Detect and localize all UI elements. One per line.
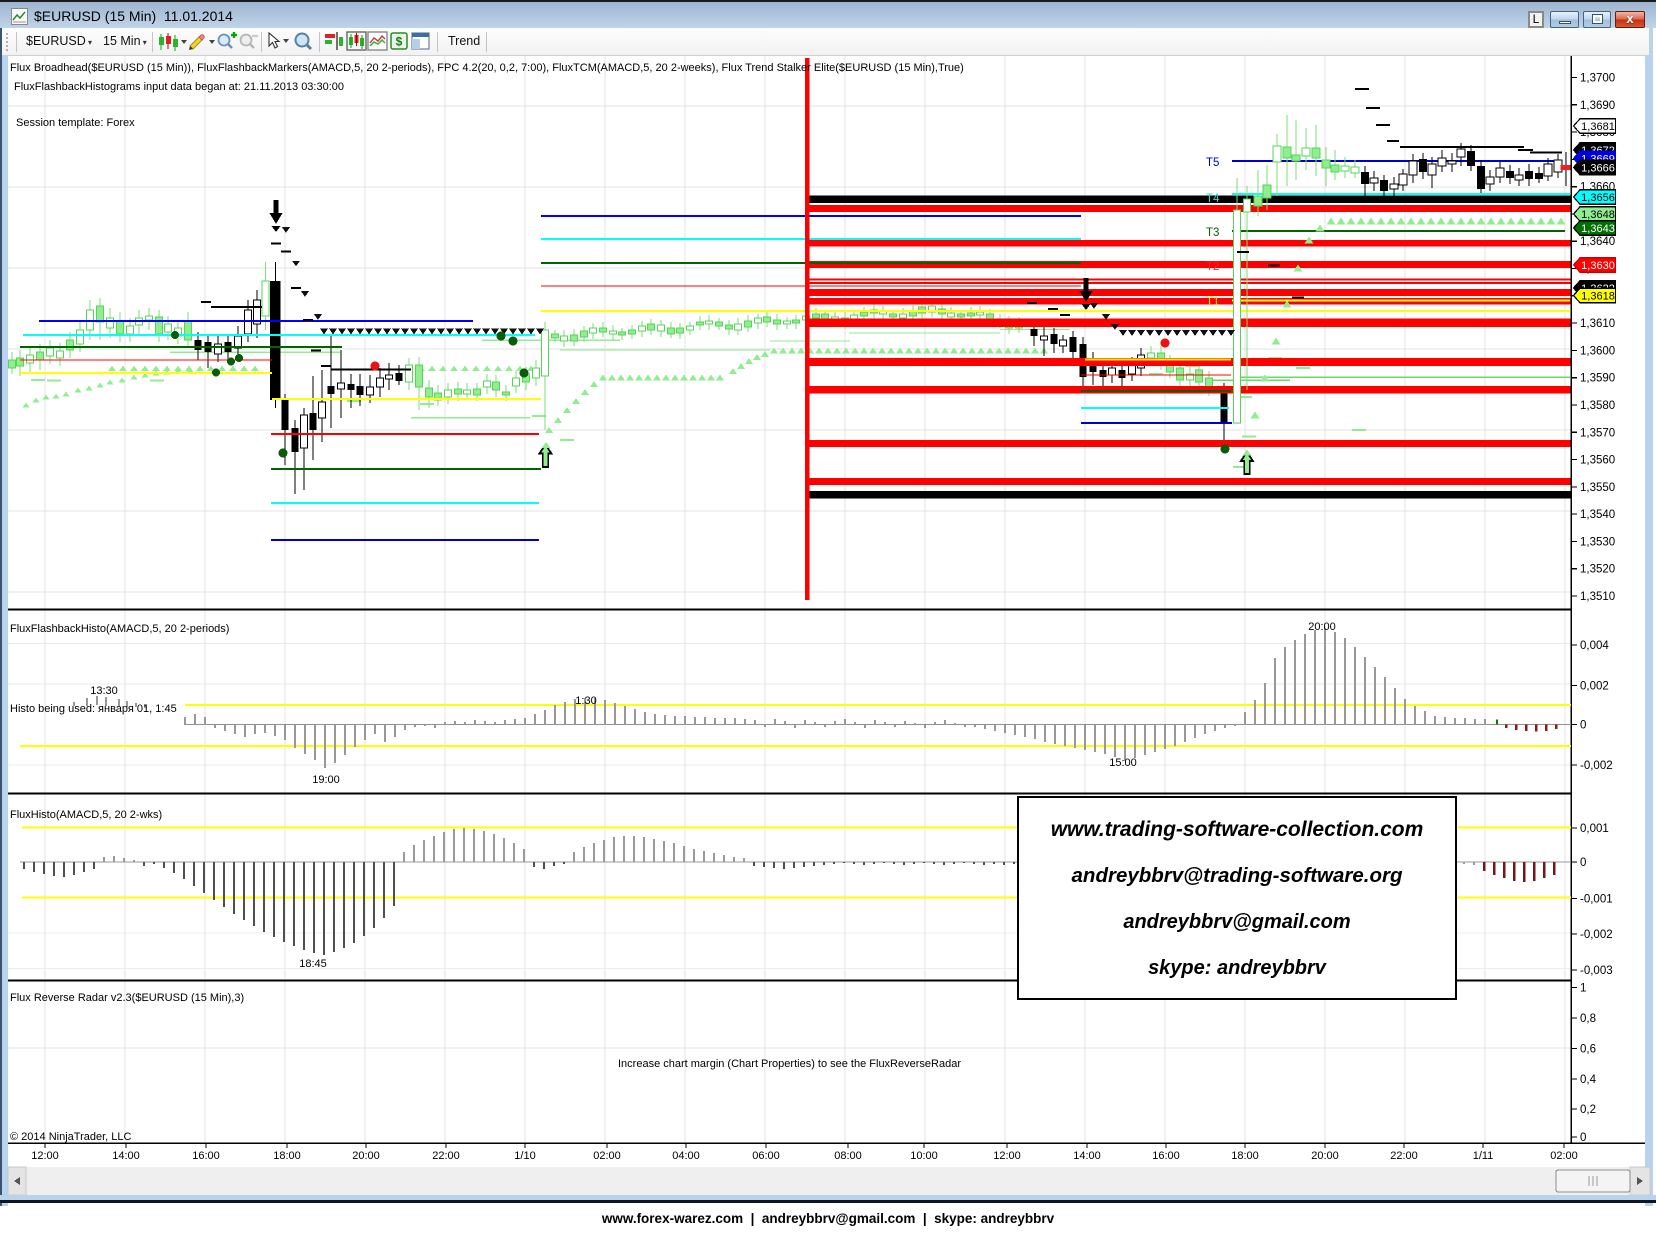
svg-text:1,3600: 1,3600 [1580, 345, 1615, 357]
svg-text:15:00: 15:00 [1109, 757, 1137, 769]
svg-text:www.trading-software-collectio: www.trading-software-collection.com [1051, 818, 1424, 841]
svg-text:0,004: 0,004 [1580, 640, 1609, 652]
svg-text:1,3618: 1,3618 [1581, 291, 1615, 303]
svg-text:13:30: 13:30 [90, 685, 118, 697]
svg-text:Histo being used: января 01, 1: Histo being used: января 01, 1:45 [10, 703, 177, 715]
svg-text:04:00: 04:00 [672, 1150, 700, 1162]
svg-text:Session template: Forex: Session template: Forex [16, 117, 135, 129]
svg-text:1,3656: 1,3656 [1581, 192, 1615, 204]
svg-text:10:00: 10:00 [910, 1150, 938, 1162]
svg-text:12:00: 12:00 [993, 1150, 1021, 1162]
svg-text:Flux Reverse Radar v2.3($EURUS: Flux Reverse Radar v2.3($EURUSD (15 Min)… [10, 992, 244, 1004]
svg-text:T2: T2 [1206, 261, 1219, 273]
svg-text:T4: T4 [1206, 193, 1220, 205]
svg-text:1,3560: 1,3560 [1580, 455, 1615, 467]
svg-text:1: 1 [1580, 983, 1586, 995]
svg-text:14:00: 14:00 [1073, 1150, 1101, 1162]
svg-text:16:00: 16:00 [192, 1150, 220, 1162]
svg-text:1,3648: 1,3648 [1581, 209, 1615, 221]
svg-text:1,3530: 1,3530 [1580, 536, 1615, 548]
svg-text:06:00: 06:00 [752, 1150, 780, 1162]
svg-text:-0,002: -0,002 [1580, 929, 1613, 941]
svg-text:1/10: 1/10 [514, 1150, 535, 1162]
svg-text:0,2: 0,2 [1580, 1104, 1596, 1116]
svg-text:-0,003: -0,003 [1580, 965, 1613, 977]
svg-text:T3: T3 [1206, 227, 1219, 239]
svg-text:andreybbrv@trading-software.or: andreybbrv@trading-software.org [1072, 864, 1403, 887]
svg-text:1:30: 1:30 [575, 695, 596, 707]
svg-text:1,3590: 1,3590 [1580, 373, 1615, 385]
svg-text:Flux Broadhead($EURUSD (15 Min: Flux Broadhead($EURUSD (15 Min)), FluxFl… [10, 62, 964, 74]
svg-text:0,6: 0,6 [1580, 1044, 1596, 1056]
svg-text:1,3520: 1,3520 [1580, 564, 1615, 576]
svg-text:T1: T1 [1206, 296, 1219, 308]
svg-text:1/11: 1/11 [1473, 1150, 1494, 1162]
svg-text:andreybbrv@gmail.com: andreybbrv@gmail.com [1123, 911, 1350, 933]
svg-text:14:00: 14:00 [112, 1150, 140, 1162]
svg-text:1,3630: 1,3630 [1581, 260, 1615, 272]
svg-text:1,3643: 1,3643 [1581, 223, 1615, 235]
svg-text:18:45: 18:45 [299, 958, 327, 970]
svg-text:0: 0 [1580, 1132, 1586, 1144]
svg-text:08:00: 08:00 [834, 1150, 862, 1162]
svg-text:Increase chart margin (Chart P: Increase chart margin (Chart Properties)… [618, 1058, 961, 1070]
svg-text:18:00: 18:00 [273, 1150, 301, 1162]
svg-text:0,8: 0,8 [1580, 1013, 1596, 1025]
svg-text:0: 0 [1580, 857, 1586, 869]
svg-text:22:00: 22:00 [432, 1150, 460, 1162]
svg-text:20:00: 20:00 [1311, 1150, 1339, 1162]
svg-text:18:00: 18:00 [1231, 1150, 1259, 1162]
svg-text:FluxFlashbackHistograms input: FluxFlashbackHistograms input data began… [14, 81, 344, 93]
svg-text:1,3681: 1,3681 [1581, 121, 1615, 133]
svg-text:T5: T5 [1206, 157, 1219, 169]
svg-text:20:00: 20:00 [352, 1150, 380, 1162]
svg-text:22:00: 22:00 [1390, 1150, 1418, 1162]
svg-text:© 2014 NinjaTrader, LLC: © 2014 NinjaTrader, LLC [10, 1131, 131, 1143]
svg-text:1,3610: 1,3610 [1580, 318, 1615, 330]
svg-text:$: $ [396, 35, 403, 49]
svg-text:1,3640: 1,3640 [1580, 236, 1615, 248]
svg-text:1,3666: 1,3666 [1581, 163, 1615, 175]
svg-text:FluxHisto(AMACD,5, 20 2-wks): FluxHisto(AMACD,5, 20 2-wks) [10, 809, 162, 821]
svg-text:1,3700: 1,3700 [1580, 73, 1615, 85]
svg-text:12:00: 12:00 [31, 1150, 59, 1162]
svg-text:1,3540: 1,3540 [1580, 509, 1615, 521]
svg-text:0,002: 0,002 [1580, 681, 1609, 693]
svg-text:1,3690: 1,3690 [1580, 100, 1615, 112]
svg-text:FluxFlashbackHisto(AMACD,5, 20: FluxFlashbackHisto(AMACD,5, 20 2-periods… [10, 623, 229, 635]
svg-text:1,3580: 1,3580 [1580, 400, 1615, 412]
svg-text:0: 0 [1580, 720, 1586, 732]
svg-text:02:00: 02:00 [593, 1150, 621, 1162]
svg-text:skype: andreybbrv: skype: andreybbrv [1148, 957, 1328, 979]
svg-text:0,001: 0,001 [1580, 823, 1609, 835]
svg-text:0,4: 0,4 [1580, 1074, 1597, 1086]
svg-text:-0,002: -0,002 [1580, 760, 1613, 772]
svg-text:02:00: 02:00 [1550, 1150, 1578, 1162]
svg-text:1,3550: 1,3550 [1580, 482, 1615, 494]
svg-text:16:00: 16:00 [1152, 1150, 1180, 1162]
svg-text:19:00: 19:00 [312, 774, 340, 786]
svg-text:1,3510: 1,3510 [1580, 591, 1615, 603]
svg-text:1,3570: 1,3570 [1580, 427, 1615, 439]
svg-text:-0,001: -0,001 [1580, 894, 1613, 906]
svg-text:20:00: 20:00 [1308, 621, 1336, 633]
